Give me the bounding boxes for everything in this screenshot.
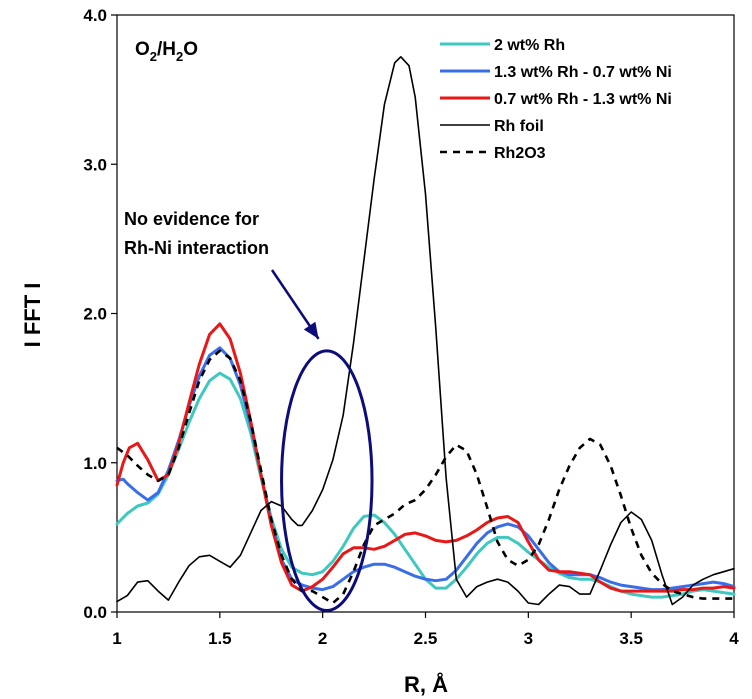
annotation: No evidence for Rh-Ni interaction	[124, 209, 374, 613]
x-tick-label: 1.5	[208, 629, 232, 648]
series-line-3	[115, 322, 736, 593]
annotation-text: No evidence for	[124, 209, 259, 229]
x-tick-label: 2	[318, 629, 327, 648]
x-tick-label: 3.5	[619, 629, 643, 648]
condition-label: O2/H2O	[135, 39, 198, 64]
y-axis-title: I FFT I	[20, 283, 45, 348]
legend-label: Rh foil	[494, 118, 544, 135]
series-line-5	[116, 349, 734, 605]
annotation-ellipse	[280, 349, 374, 613]
x-tick-label: 2.5	[414, 629, 438, 648]
annotation-text: Rh-Ni interaction	[124, 238, 269, 258]
annotation-arrowhead	[303, 321, 319, 339]
legend-label: 0.7 wt% Rh - 1.3 wt% Ni	[494, 91, 672, 108]
y-tick-label: 2.0	[83, 305, 107, 324]
x-axis-title: R, Å	[404, 671, 448, 697]
x-tick-label: 1	[112, 629, 121, 648]
y-tick-label: 4.0	[83, 6, 107, 25]
y-tick-label: 1.0	[83, 454, 107, 473]
x-tick-label: 4	[729, 629, 739, 648]
series-line-4	[116, 56, 735, 606]
legend-label: 2 wt% Rh	[494, 37, 565, 54]
axes: 1 1.5 2 2.5 3 3.5 4 0.0 1.0 2.0 3.0 4.0	[83, 6, 739, 648]
series-line-2	[115, 346, 736, 592]
series-layer	[115, 56, 736, 606]
y-tick-label: 0.0	[83, 603, 107, 622]
legend: 2 wt% Rh 1.3 wt% Rh - 0.7 wt% Ni 0.7 wt% R…	[440, 37, 672, 162]
x-tick-label: 3	[524, 629, 533, 648]
legend-label: 1.3 wt% Rh - 0.7 wt% Ni	[494, 64, 672, 81]
y-tick-label: 3.0	[83, 155, 107, 174]
legend-label: Rh2O3	[494, 145, 546, 162]
